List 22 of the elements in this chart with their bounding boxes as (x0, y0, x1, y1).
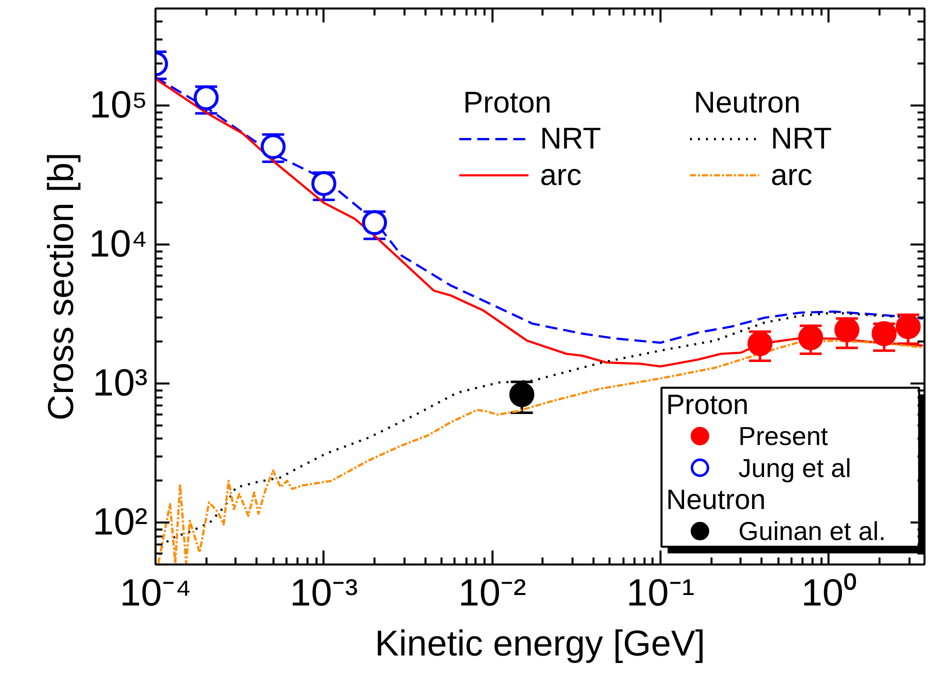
x-axis-title: Kinetic energy [GeV] (374, 622, 706, 664)
legend-label: Present (738, 421, 829, 452)
legend-label: NRT (540, 122, 602, 156)
y-tick-label: 10⁵ (89, 84, 148, 127)
y-tick-label: 10⁴ (88, 224, 148, 266)
x-tick-label: 10⁰ (801, 572, 856, 614)
legend-label: Jung et al (738, 452, 852, 483)
legend-label: arc (540, 158, 582, 192)
y-tick-label: 10² (92, 502, 148, 544)
y-tick-label: 10³ (92, 362, 148, 405)
legend-label: arc (770, 158, 812, 192)
x-tick-label: 10⁻⁴ (120, 572, 192, 614)
annotation: Neutron (666, 484, 766, 515)
x-tick-label: 10⁻¹ (626, 572, 694, 614)
legend-label: Guinan et al. (738, 516, 886, 546)
y-axis-title: Cross section [b] (40, 152, 81, 421)
annotation: Proton (666, 388, 749, 420)
annotation: Neutron (694, 86, 801, 120)
x-tick-label: 10⁻² (458, 572, 526, 614)
annotation: Proton (463, 86, 552, 120)
legend-label: NRT (770, 122, 832, 156)
x-tick-label: 10⁻³ (290, 572, 358, 614)
